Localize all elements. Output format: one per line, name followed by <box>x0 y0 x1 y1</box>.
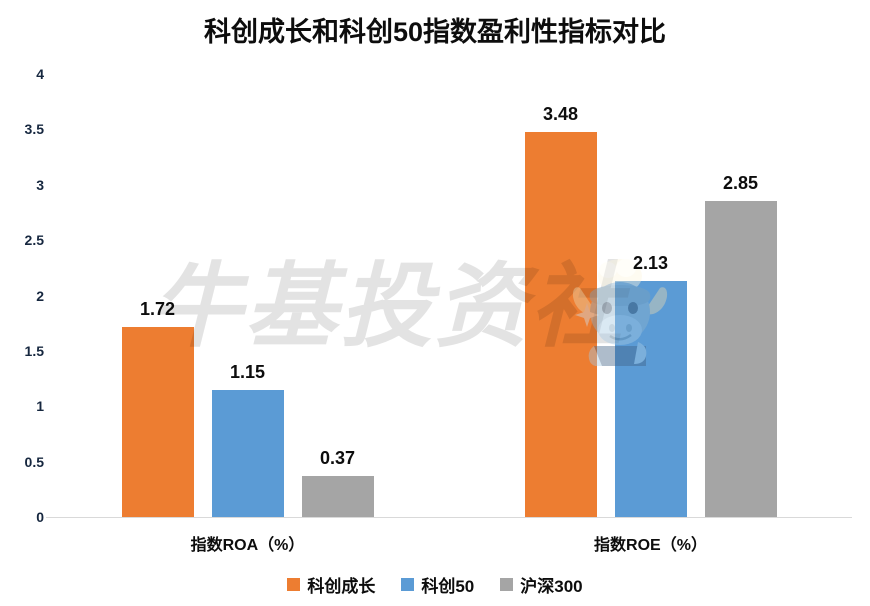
bar-column[interactable]: 3.48 <box>524 74 597 517</box>
legend-swatch-icon <box>287 578 301 591</box>
chart-legend: 科创成长 科创50 沪深300 <box>0 572 870 597</box>
bar-column[interactable]: 2.13 <box>614 74 687 517</box>
y-axis-tick-label: 4 <box>36 66 44 82</box>
bar-科创50[interactable] <box>614 281 687 517</box>
bar-value-label: 0.37 <box>319 448 356 469</box>
bar-科创50[interactable] <box>211 389 284 517</box>
legend-label: 科创50 <box>421 577 475 596</box>
x-axis-category-label: 指数ROA（%） <box>190 537 305 554</box>
legend-item-沪深300[interactable]: 沪深300 <box>500 572 583 597</box>
y-axis-tick-label: 3 <box>36 176 44 193</box>
y-axis-tick-label: 1 <box>36 398 44 415</box>
x-axis-line <box>46 517 852 518</box>
bar-value-label: 2.85 <box>722 173 759 194</box>
y-axis: 0 0.5 1 1.5 2 2.5 3 3.5 4 <box>0 0 44 606</box>
bar-科创成长[interactable] <box>121 326 194 517</box>
y-axis-tick-label: 2.5 <box>24 232 44 249</box>
legend-swatch-icon <box>500 578 514 591</box>
chart-title: 科创成长和科创50指数盈利性指标对比 <box>203 17 667 47</box>
y-axis-tick-label: 0.5 <box>24 453 44 470</box>
legend-label: 沪深300 <box>520 577 583 596</box>
bar-column[interactable]: 2.85 <box>704 74 777 517</box>
bar-科创成长[interactable] <box>524 131 597 517</box>
bar-column[interactable]: 1.15 <box>211 74 284 517</box>
legend-item-科创50[interactable]: 科创50 <box>401 572 474 597</box>
bar-沪深300[interactable] <box>301 476 374 517</box>
legend-swatch-icon <box>401 578 415 591</box>
plot-area: 1.72 1.15 0.37 3.48 2.13 2.85 <box>46 74 852 517</box>
legend-label: 科创成长 <box>307 577 376 596</box>
bar-value-label: 2.13 <box>632 253 669 274</box>
x-axis-category-label: 指数ROE（%） <box>594 537 707 554</box>
bar-value-label: 1.72 <box>139 298 176 319</box>
bar-column[interactable]: 0.37 <box>301 74 374 517</box>
bar-沪深300[interactable] <box>704 201 777 517</box>
bar-value-label: 1.15 <box>229 361 266 382</box>
y-axis-tick-label: 2 <box>36 287 44 304</box>
bar-value-label: 3.48 <box>542 103 579 124</box>
bar-column[interactable]: 1.72 <box>121 74 194 517</box>
legend-item-科创成长[interactable]: 科创成长 <box>287 572 375 597</box>
y-axis-tick-label: 3.5 <box>24 121 44 138</box>
y-axis-tick-label: 1.5 <box>24 342 44 359</box>
y-axis-tick-label: 0 <box>36 509 44 525</box>
